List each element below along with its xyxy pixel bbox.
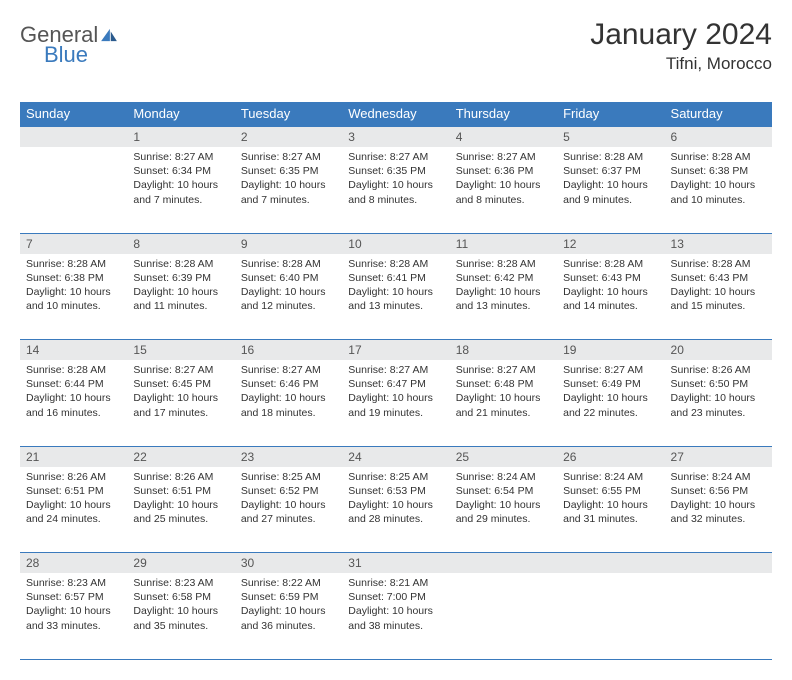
day-number: 8 xyxy=(127,234,234,254)
week-row: Sunrise: 8:28 AMSunset: 6:44 PMDaylight:… xyxy=(20,360,772,446)
day-content: Sunrise: 8:28 AMSunset: 6:41 PMDaylight:… xyxy=(342,254,449,320)
empty-daynum xyxy=(557,553,664,573)
weekday-header: Thursday xyxy=(450,102,557,126)
calendar-page: General January 2024 Tifni, Morocco Blue… xyxy=(0,0,792,680)
weekday-header: Friday xyxy=(557,102,664,126)
day-number: 14 xyxy=(20,340,127,360)
weekday-header-row: Sunday Monday Tuesday Wednesday Thursday… xyxy=(20,102,772,126)
day-number: 20 xyxy=(665,340,772,360)
header: General January 2024 Tifni, Morocco xyxy=(20,18,772,74)
logo-text-blue: Blue xyxy=(44,42,88,68)
day-content: Sunrise: 8:28 AMSunset: 6:40 PMDaylight:… xyxy=(235,254,342,320)
day-number: 1 xyxy=(127,127,234,147)
day-content: Sunrise: 8:27 AMSunset: 6:34 PMDaylight:… xyxy=(127,147,234,213)
daynum-row: 28293031 xyxy=(20,553,772,574)
empty-daynum xyxy=(20,127,127,147)
day-content: Sunrise: 8:25 AMSunset: 6:52 PMDaylight:… xyxy=(235,467,342,533)
empty-daynum xyxy=(450,553,557,573)
day-content: Sunrise: 8:27 AMSunset: 6:45 PMDaylight:… xyxy=(127,360,234,426)
day-number: 21 xyxy=(20,447,127,467)
day-content: Sunrise: 8:27 AMSunset: 6:35 PMDaylight:… xyxy=(342,147,449,213)
day-number: 30 xyxy=(235,553,342,573)
weekday-header: Tuesday xyxy=(235,102,342,126)
day-number: 17 xyxy=(342,340,449,360)
day-number: 4 xyxy=(450,127,557,147)
week-row: Sunrise: 8:28 AMSunset: 6:38 PMDaylight:… xyxy=(20,254,772,340)
day-content: Sunrise: 8:21 AMSunset: 7:00 PMDaylight:… xyxy=(342,573,449,639)
day-content: Sunrise: 8:24 AMSunset: 6:55 PMDaylight:… xyxy=(557,467,664,533)
day-number: 29 xyxy=(127,553,234,573)
daynum-row: 14151617181920 xyxy=(20,340,772,361)
day-content: Sunrise: 8:28 AMSunset: 6:38 PMDaylight:… xyxy=(665,147,772,213)
day-number: 15 xyxy=(127,340,234,360)
day-content: Sunrise: 8:28 AMSunset: 6:38 PMDaylight:… xyxy=(20,254,127,320)
day-content: Sunrise: 8:28 AMSunset: 6:43 PMDaylight:… xyxy=(557,254,664,320)
day-content: Sunrise: 8:27 AMSunset: 6:46 PMDaylight:… xyxy=(235,360,342,426)
day-content: Sunrise: 8:22 AMSunset: 6:59 PMDaylight:… xyxy=(235,573,342,639)
week-row: Sunrise: 8:26 AMSunset: 6:51 PMDaylight:… xyxy=(20,467,772,553)
empty-cell xyxy=(665,573,772,659)
day-number: 26 xyxy=(557,447,664,467)
weekday-header: Monday xyxy=(127,102,234,126)
day-number: 12 xyxy=(557,234,664,254)
day-number: 27 xyxy=(665,447,772,467)
daynum-row: 123456 xyxy=(20,126,772,147)
day-content: Sunrise: 8:23 AMSunset: 6:57 PMDaylight:… xyxy=(20,573,127,639)
day-number: 3 xyxy=(342,127,449,147)
empty-cell xyxy=(20,147,127,233)
day-number: 31 xyxy=(342,553,449,573)
day-content: Sunrise: 8:27 AMSunset: 6:48 PMDaylight:… xyxy=(450,360,557,426)
day-number: 9 xyxy=(235,234,342,254)
day-content: Sunrise: 8:28 AMSunset: 6:43 PMDaylight:… xyxy=(665,254,772,320)
weekday-header: Wednesday xyxy=(342,102,449,126)
day-number: 11 xyxy=(450,234,557,254)
day-number: 24 xyxy=(342,447,449,467)
day-content: Sunrise: 8:28 AMSunset: 6:42 PMDaylight:… xyxy=(450,254,557,320)
day-number: 16 xyxy=(235,340,342,360)
day-number: 5 xyxy=(557,127,664,147)
calendar-table: Sunday Monday Tuesday Wednesday Thursday… xyxy=(20,102,772,660)
day-content: Sunrise: 8:25 AMSunset: 6:53 PMDaylight:… xyxy=(342,467,449,533)
weekday-header: Saturday xyxy=(665,102,772,126)
day-content: Sunrise: 8:23 AMSunset: 6:58 PMDaylight:… xyxy=(127,573,234,639)
day-number: 7 xyxy=(20,234,127,254)
day-number: 19 xyxy=(557,340,664,360)
day-number: 10 xyxy=(342,234,449,254)
daynum-row: 21222324252627 xyxy=(20,446,772,467)
title-block: January 2024 Tifni, Morocco xyxy=(590,18,772,74)
day-content: Sunrise: 8:28 AMSunset: 6:39 PMDaylight:… xyxy=(127,254,234,320)
day-number: 28 xyxy=(20,553,127,573)
day-content: Sunrise: 8:26 AMSunset: 6:51 PMDaylight:… xyxy=(127,467,234,533)
day-number: 23 xyxy=(235,447,342,467)
day-content: Sunrise: 8:28 AMSunset: 6:44 PMDaylight:… xyxy=(20,360,127,426)
day-content: Sunrise: 8:27 AMSunset: 6:35 PMDaylight:… xyxy=(235,147,342,213)
day-content: Sunrise: 8:24 AMSunset: 6:56 PMDaylight:… xyxy=(665,467,772,533)
day-number: 22 xyxy=(127,447,234,467)
day-content: Sunrise: 8:26 AMSunset: 6:50 PMDaylight:… xyxy=(665,360,772,426)
empty-cell xyxy=(557,573,664,659)
day-number: 18 xyxy=(450,340,557,360)
day-content: Sunrise: 8:27 AMSunset: 6:36 PMDaylight:… xyxy=(450,147,557,213)
empty-cell xyxy=(450,573,557,659)
month-title: January 2024 xyxy=(590,18,772,52)
week-row: Sunrise: 8:27 AMSunset: 6:34 PMDaylight:… xyxy=(20,147,772,233)
daynum-row: 78910111213 xyxy=(20,233,772,254)
empty-daynum xyxy=(665,553,772,573)
day-content: Sunrise: 8:27 AMSunset: 6:47 PMDaylight:… xyxy=(342,360,449,426)
week-row: Sunrise: 8:23 AMSunset: 6:57 PMDaylight:… xyxy=(20,573,772,659)
day-number: 25 xyxy=(450,447,557,467)
day-number: 6 xyxy=(665,127,772,147)
day-content: Sunrise: 8:27 AMSunset: 6:49 PMDaylight:… xyxy=(557,360,664,426)
location: Tifni, Morocco xyxy=(590,54,772,74)
day-number: 13 xyxy=(665,234,772,254)
sail-icon xyxy=(100,28,118,42)
day-content: Sunrise: 8:28 AMSunset: 6:37 PMDaylight:… xyxy=(557,147,664,213)
day-number: 2 xyxy=(235,127,342,147)
day-content: Sunrise: 8:24 AMSunset: 6:54 PMDaylight:… xyxy=(450,467,557,533)
day-content: Sunrise: 8:26 AMSunset: 6:51 PMDaylight:… xyxy=(20,467,127,533)
weekday-header: Sunday xyxy=(20,102,127,126)
